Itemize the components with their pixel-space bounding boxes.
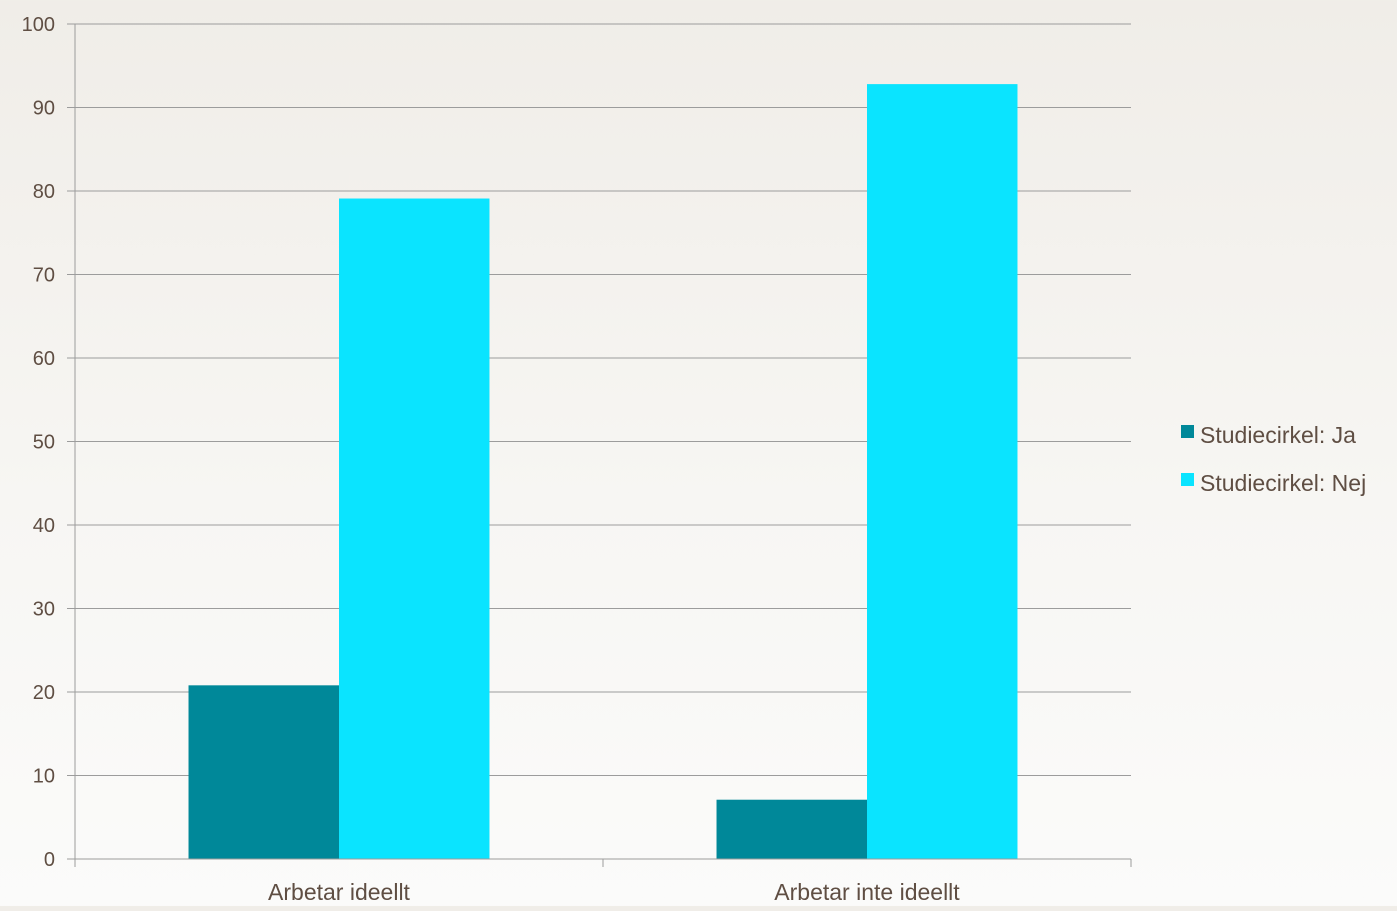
bars: [188, 84, 1018, 860]
axes: [67, 23, 1132, 867]
bar: [716, 799, 867, 859]
legend-label: Studiecirkel: Ja: [1200, 422, 1356, 448]
x-tick-label: Arbetar inte ideellt: [774, 879, 960, 905]
y-tick-label: 50: [33, 432, 55, 454]
bar: [188, 685, 339, 859]
y-tick-label: 30: [33, 599, 55, 621]
bar: [867, 84, 1018, 860]
y-tick-label: 0: [44, 849, 55, 871]
legend-label: Studiecirkel: Nej: [1200, 470, 1366, 496]
x-tick-label: Arbetar ideellt: [268, 879, 411, 905]
legend-swatch: [1181, 473, 1194, 486]
y-tick-label: 80: [33, 181, 55, 203]
y-tick-label: 70: [33, 265, 55, 287]
axis-labels: 0 10 20 30 40 50 60 70 80 90 100 Arbetar ideellt Arb…: [22, 14, 961, 905]
y-tick-label: 100: [22, 14, 55, 36]
bar: [339, 198, 490, 859]
y-tick-label: 60: [33, 348, 55, 370]
y-tick-label: 10: [33, 766, 55, 788]
y-tick-label: 90: [33, 98, 55, 120]
y-tick-label: 40: [33, 515, 55, 537]
y-tick-label: 20: [33, 682, 55, 704]
legend-swatch: [1181, 425, 1194, 438]
legend: Studiecirkel: Ja Studiecirkel: Nej: [1181, 422, 1366, 496]
